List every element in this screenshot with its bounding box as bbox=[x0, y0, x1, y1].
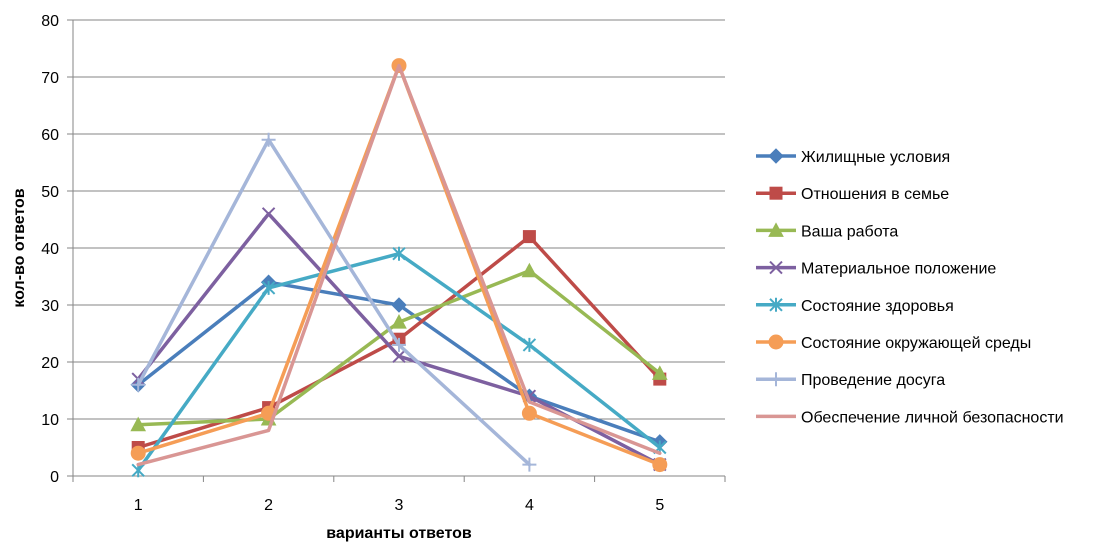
y-tick-label: 20 bbox=[41, 355, 59, 372]
legend-item: Состояние здоровья bbox=[756, 298, 954, 315]
data-point bbox=[769, 297, 783, 312]
series-group bbox=[130, 58, 668, 478]
legend-item: Жилищные условия bbox=[756, 148, 950, 166]
legend-item: Проведение досуга bbox=[756, 372, 945, 389]
legend-label: Состояние здоровья bbox=[801, 298, 954, 315]
legend-label: Отношения в семье bbox=[801, 186, 949, 203]
series-7 bbox=[131, 132, 537, 472]
legend-item: Обеспечение личной безопасности bbox=[756, 409, 1064, 426]
y-tick-label: 0 bbox=[50, 469, 59, 486]
series-line bbox=[136, 63, 662, 467]
series-line bbox=[136, 137, 532, 467]
legend-item: Отношения в семье bbox=[756, 186, 949, 203]
y-tick-labels: 0 10 20 30 40 50 60 70 80 bbox=[41, 13, 59, 486]
legend-item: Ваша работа bbox=[756, 222, 898, 240]
series-8 bbox=[136, 63, 662, 467]
x-tick-label: 5 bbox=[655, 497, 664, 514]
data-point bbox=[392, 349, 406, 364]
data-point bbox=[392, 246, 406, 261]
data-point bbox=[521, 405, 537, 421]
y-tick-label: 80 bbox=[41, 13, 59, 30]
data-point bbox=[391, 297, 407, 313]
data-point bbox=[652, 457, 668, 473]
legend: Жилищные условия Отношения в семье Ваша ра… bbox=[756, 148, 1064, 426]
legend-label: Жилищные условия bbox=[801, 149, 950, 166]
x-tick-labels: 1 2 3 4 5 bbox=[134, 497, 665, 514]
data-point bbox=[769, 372, 783, 387]
legend-label: Обеспечение личной безопасности bbox=[801, 409, 1064, 426]
data-point bbox=[261, 280, 276, 295]
y-tick-label: 40 bbox=[41, 241, 59, 258]
x-tick-label: 4 bbox=[525, 497, 534, 514]
data-point bbox=[768, 148, 784, 164]
series-6 bbox=[130, 58, 668, 473]
data-point bbox=[392, 337, 406, 352]
data-point bbox=[522, 230, 536, 244]
legend-label: Состояние окружающей среды bbox=[801, 335, 1031, 352]
data-point bbox=[261, 207, 276, 221]
data-point bbox=[768, 334, 784, 350]
legend-item: Состояние окружающей среды bbox=[756, 334, 1031, 352]
x-tick-label: 1 bbox=[134, 497, 143, 514]
y-tick-label: 50 bbox=[41, 184, 59, 201]
legend-label: Материальное положение bbox=[801, 261, 996, 278]
data-point bbox=[522, 337, 537, 352]
x-tick-label: 3 bbox=[395, 497, 404, 514]
y-tick-label: 30 bbox=[41, 298, 59, 315]
axes bbox=[67, 19, 726, 482]
data-point bbox=[522, 457, 537, 472]
legend-label: Ваша работа bbox=[801, 223, 898, 240]
data-point bbox=[768, 222, 784, 237]
data-point bbox=[769, 186, 783, 200]
data-point bbox=[130, 445, 146, 461]
y-tick-label: 10 bbox=[41, 412, 59, 429]
x-tick-label: 2 bbox=[264, 497, 273, 514]
data-point bbox=[521, 262, 538, 278]
data-point bbox=[131, 377, 146, 392]
data-point bbox=[261, 132, 276, 147]
data-point bbox=[769, 260, 783, 275]
data-point bbox=[391, 314, 407, 329]
legend-item: Материальное положение bbox=[756, 261, 996, 278]
series-line bbox=[136, 63, 662, 467]
legend-label: Проведение досуга bbox=[801, 372, 945, 389]
data-point bbox=[651, 365, 668, 380]
x-axis-title: варианты ответов bbox=[326, 525, 472, 542]
y-tick-label: 70 bbox=[41, 70, 59, 87]
data-point bbox=[130, 416, 147, 432]
y-tick-label: 60 bbox=[41, 127, 59, 144]
y-axis-title: кол-во ответов bbox=[11, 188, 28, 307]
